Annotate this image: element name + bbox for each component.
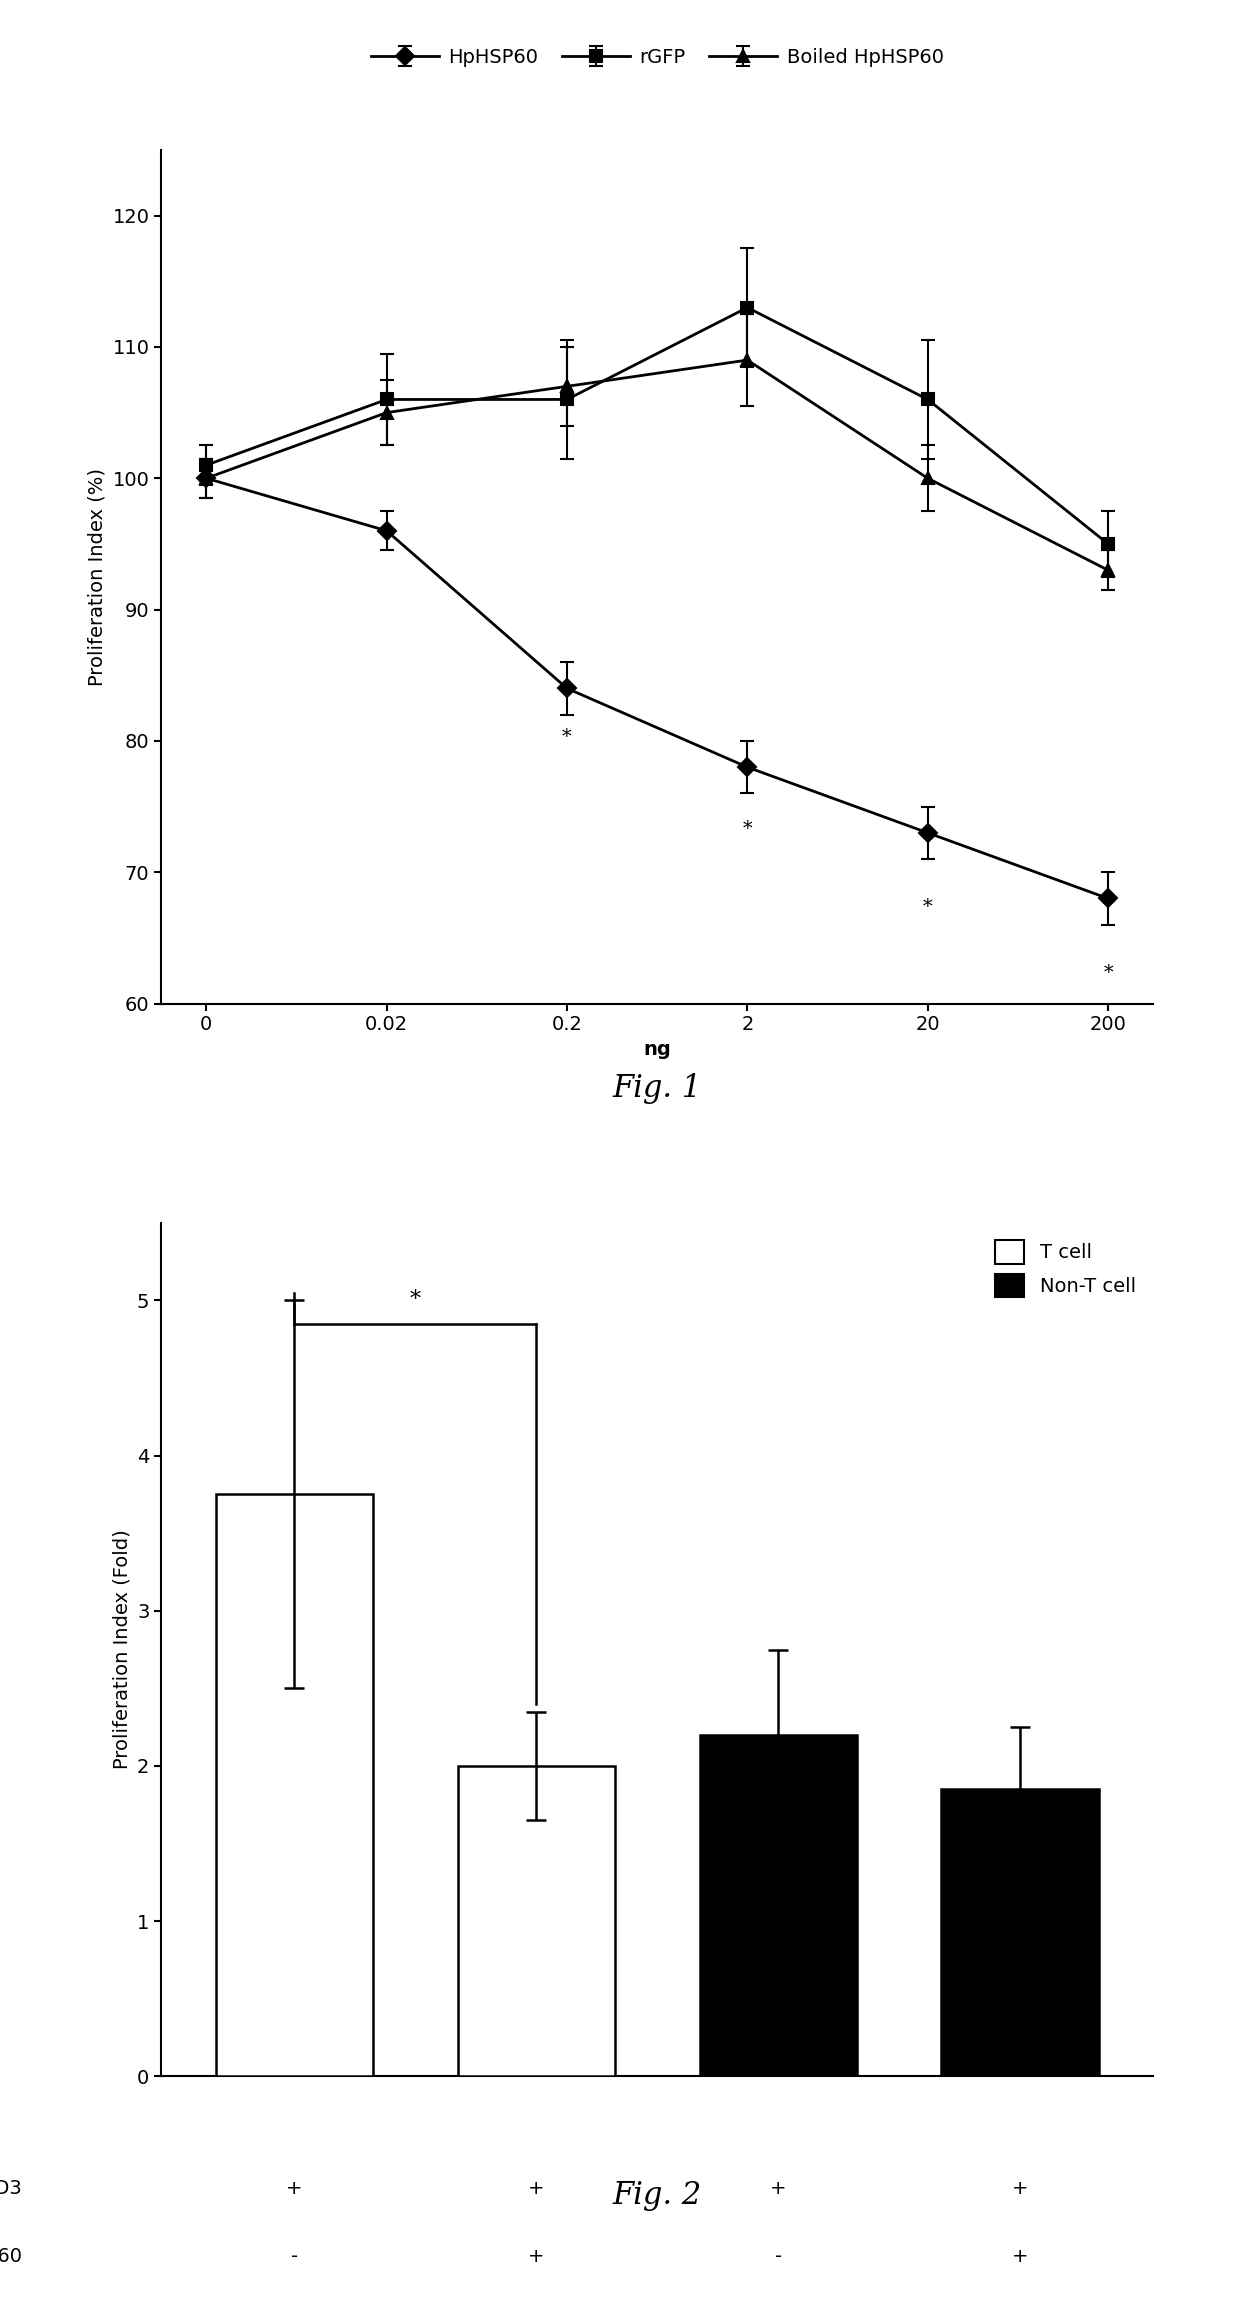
Y-axis label: Proliferation Index (%): Proliferation Index (%): [88, 468, 107, 685]
Text: +: +: [1012, 2247, 1028, 2265]
Text: *: *: [743, 819, 753, 837]
Text: Anti-CD3: Anti-CD3: [0, 2178, 22, 2199]
Legend: HpHSP60, rGFP, Boiled HpHSP60: HpHSP60, rGFP, Boiled HpHSP60: [363, 39, 951, 74]
Text: +: +: [1012, 2178, 1028, 2199]
Text: -: -: [775, 2247, 781, 2265]
Bar: [941, 1790, 1099, 2076]
Text: Fig. 2: Fig. 2: [613, 2180, 702, 2210]
Text: HpHSP60: HpHSP60: [0, 2247, 22, 2265]
Bar: [216, 1495, 373, 2076]
Bar: [699, 1735, 857, 2076]
Bar: [458, 1765, 615, 2076]
Text: *: *: [1104, 964, 1114, 983]
Text: -: -: [290, 2247, 298, 2265]
Text: +: +: [286, 2178, 303, 2199]
Text: Fig. 1: Fig. 1: [613, 1073, 702, 1103]
Text: *: *: [562, 727, 572, 745]
Text: *: *: [923, 897, 932, 916]
Legend: T cell, Non-T cell: T cell, Non-T cell: [987, 1232, 1143, 1306]
X-axis label: ng: ng: [644, 1040, 671, 1059]
Text: +: +: [528, 2247, 544, 2265]
Text: *: *: [409, 1290, 420, 1310]
Y-axis label: Proliferation Index (Fold): Proliferation Index (Fold): [113, 1530, 131, 1769]
Text: +: +: [770, 2178, 786, 2199]
Text: +: +: [528, 2178, 544, 2199]
